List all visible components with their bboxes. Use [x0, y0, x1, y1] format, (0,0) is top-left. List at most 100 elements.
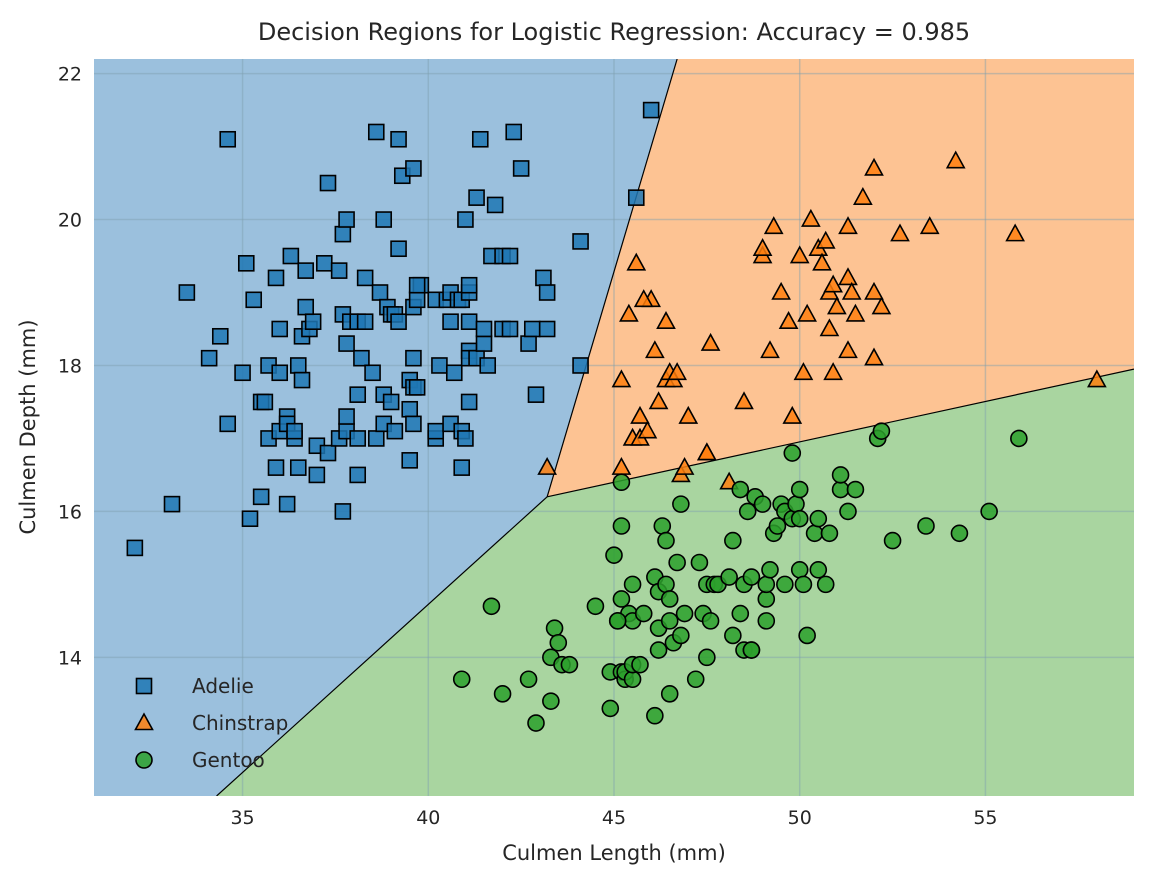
gentoo-point	[872, 422, 891, 440]
adelie-point	[308, 466, 326, 484]
chinstrap-point	[1087, 369, 1107, 388]
legend-label: Gentoo	[192, 748, 265, 772]
gentoo-point	[790, 509, 809, 528]
chinstrap-point	[778, 311, 799, 329]
gentoo-point	[809, 560, 828, 579]
chinstrap-point	[864, 281, 884, 300]
adelie-chinstrap-boundary	[546, 59, 678, 497]
adelie-point	[386, 422, 404, 440]
adelie-point	[267, 459, 285, 476]
adelie-point	[479, 357, 497, 374]
chinstrap-point	[838, 216, 858, 235]
gentoo-point	[731, 480, 750, 499]
gentoo-point	[542, 692, 560, 710]
gentoo-point	[608, 612, 627, 630]
gentoo-point	[816, 575, 835, 594]
gentoo-point	[601, 699, 620, 718]
gentoo-point	[761, 560, 779, 579]
adelie-point	[408, 379, 426, 396]
grid-lines	[94, 59, 1134, 796]
gentoo-point	[612, 590, 631, 608]
adelie-point	[367, 430, 385, 447]
adelie-point	[405, 349, 422, 367]
adelie-point	[367, 123, 385, 141]
gentoo-point	[820, 524, 839, 543]
adelie-point	[468, 189, 485, 206]
chinstrap-point	[827, 296, 847, 315]
adelie-point	[535, 269, 552, 287]
gentoo-point	[634, 604, 653, 623]
gentoo-point	[753, 495, 772, 513]
gentoo-point	[560, 655, 579, 674]
chinstrap-point	[645, 340, 665, 359]
gentoo-point	[649, 641, 668, 659]
gentoo-point	[798, 626, 816, 645]
adelie-point	[353, 349, 370, 367]
gentoo-point	[757, 612, 776, 630]
x-axis-ticks: 35 40 45 50 55	[230, 807, 997, 829]
adelie-point	[315, 255, 333, 272]
gentoo-point	[701, 612, 720, 630]
gentoo-point	[790, 480, 809, 499]
gentoo-point	[657, 575, 675, 594]
gentoo-point	[519, 670, 538, 689]
legend-chinstrap-marker	[134, 712, 154, 731]
adelie-point	[293, 371, 311, 389]
gentoo-point	[657, 531, 675, 550]
gentoo-point	[757, 575, 776, 594]
adelie-point	[471, 130, 489, 148]
gentoo-point	[623, 575, 642, 594]
adelie-point	[501, 320, 519, 338]
chinstrap-point	[793, 362, 814, 381]
gentoo-point	[660, 685, 679, 703]
adelie-point	[453, 459, 471, 476]
gentoo-point	[724, 626, 742, 645]
adelie-point	[538, 284, 556, 301]
gentoo-point	[482, 597, 501, 616]
adelie-gentoo-boundary	[216, 496, 548, 796]
y-tick-label: 20	[58, 210, 82, 232]
gentoo-point	[549, 633, 568, 652]
gentoo-point	[742, 641, 761, 659]
adelie-point	[475, 335, 493, 352]
chinstrap-point	[752, 238, 773, 257]
adelie-point	[538, 320, 556, 338]
gentoo-point	[724, 531, 742, 550]
adelie-point	[431, 357, 448, 374]
adelie-point	[356, 313, 374, 330]
gentoo-point	[738, 502, 757, 521]
adelie-point	[460, 393, 478, 411]
chinstrap-point	[841, 281, 862, 300]
adelie-point	[460, 276, 478, 294]
chinstrap-gentoo-boundary	[547, 368, 1134, 498]
adelie-point	[297, 298, 315, 316]
adelie-point	[237, 255, 255, 272]
y-tick-label: 22	[58, 64, 82, 86]
adelie-point	[241, 510, 259, 528]
gentoo-point	[1010, 429, 1028, 448]
chinstrap-point	[871, 296, 892, 315]
gentoo-point	[980, 502, 998, 521]
gentoo-point	[452, 670, 471, 689]
chinstrap-point	[700, 332, 721, 351]
adelie-point	[278, 495, 296, 513]
adelie-point	[371, 284, 389, 301]
gentoo-point	[776, 575, 794, 594]
gentoo-point	[653, 517, 672, 535]
gentoo-point	[846, 480, 865, 499]
y-tick-label: 16	[58, 501, 82, 523]
adelie-point	[390, 313, 407, 330]
adelie-point	[572, 357, 589, 374]
adelie-point	[267, 269, 285, 287]
legend-label: Adelie	[192, 674, 254, 698]
legend-gentoo-marker	[135, 751, 153, 769]
adelie-point	[304, 313, 322, 330]
chinstrap-point	[945, 150, 966, 169]
adelie-point	[256, 393, 274, 411]
adelie-point	[297, 262, 315, 279]
adelie-point	[627, 189, 645, 206]
gentoo-point	[672, 495, 690, 513]
legend-item-chinstrap: Chinstrap	[134, 711, 288, 735]
adelie-point	[349, 430, 367, 447]
chinstrap-point	[674, 456, 695, 475]
